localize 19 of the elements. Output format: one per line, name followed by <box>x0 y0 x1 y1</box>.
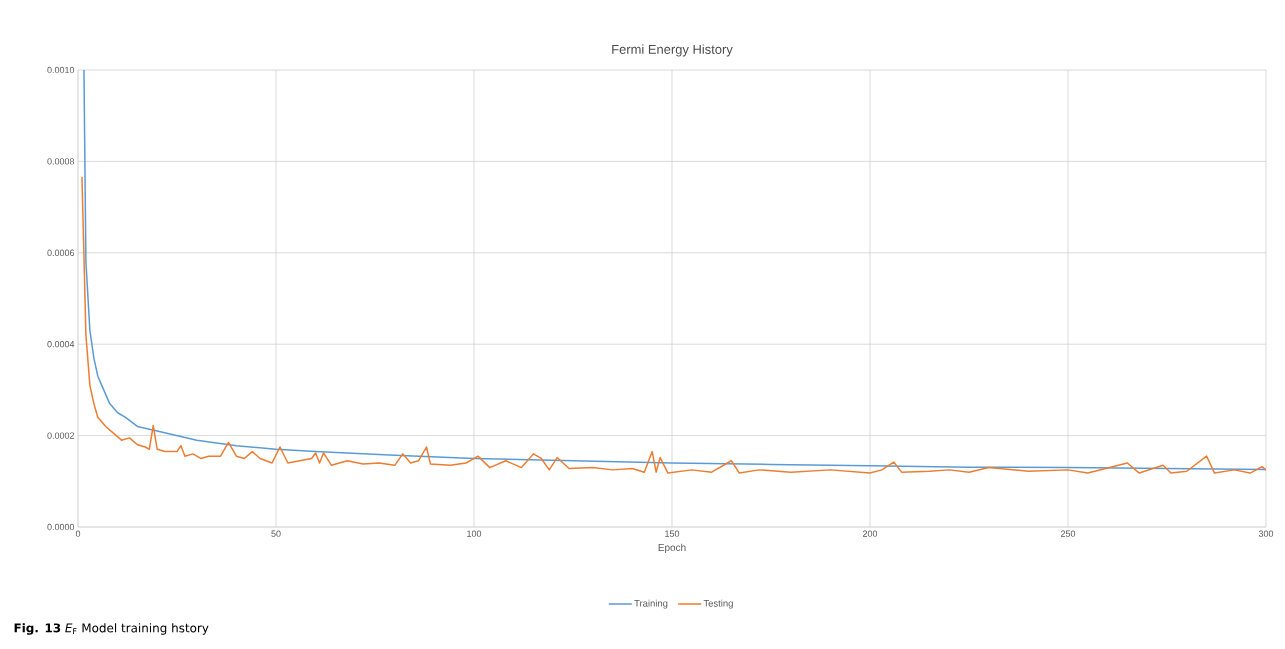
y-tick-label: 0.0006 <box>47 249 75 256</box>
x-axis-title: Epoch <box>658 543 686 553</box>
legend-label: Training <box>634 599 668 609</box>
x-tick-label: 0 <box>75 530 81 537</box>
y-tick-label: 0.0002 <box>47 432 75 439</box>
y-tick-label: 0.0000 <box>47 523 75 531</box>
x-tick-label: 250 <box>1060 530 1076 537</box>
x-tick-label: 200 <box>862 530 878 537</box>
chart-title: Fermi Energy History <box>612 44 733 57</box>
x-tick-label: 150 <box>665 530 680 537</box>
y-tick-label: 0.0010 <box>47 66 75 74</box>
legend-label: Testing <box>703 599 733 609</box>
text: Fig. 13 E$_{F}$ Model training hstory <box>14 623 209 635</box>
line-series <box>81 176 1266 474</box>
y-tick-label: 0.0008 <box>47 158 75 165</box>
x-tick-label: 300 <box>1258 530 1274 537</box>
y-tick-label: 0.0004 <box>47 341 75 348</box>
x-tick-label: 100 <box>467 530 482 537</box>
x-tick-label: 50 <box>271 530 281 537</box>
